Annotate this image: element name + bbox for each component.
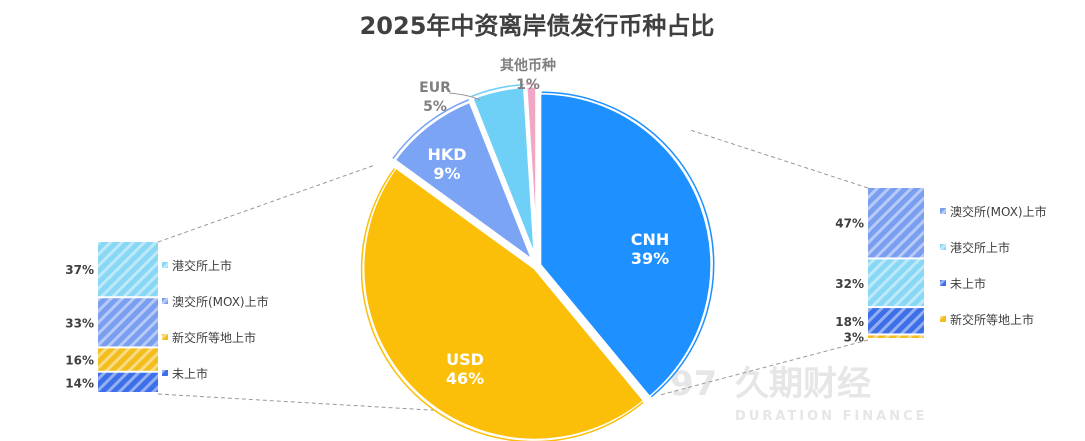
legend-swatch-icon (162, 334, 168, 340)
stack-segment (98, 242, 158, 297)
slice-value: 5% (423, 99, 447, 115)
stack-segment (868, 259, 924, 307)
segment-value: 3% (844, 331, 864, 345)
legend-label: 澳交所(MOX)上市 (172, 294, 269, 309)
legend-label: 澳交所(MOX)上市 (950, 204, 1047, 219)
stack-segment (98, 348, 158, 371)
stack-segment (868, 335, 924, 338)
slice-label: 其他币种 (500, 57, 556, 74)
chart-title: 2025年中资离岸债发行币种占比 (360, 12, 715, 40)
pie-slice-outline (471, 83, 525, 98)
slice-label: USD (446, 350, 484, 369)
pie-slice-outline (392, 99, 470, 160)
pie-slice-CNH (538, 91, 714, 400)
watermark-cn: 久期财经 (735, 364, 871, 404)
legend-label: 港交所上市 (950, 240, 1010, 255)
stack-segment (868, 308, 924, 334)
connector-line (659, 339, 869, 396)
stack-segment (98, 298, 158, 347)
segment-value: 16% (65, 354, 94, 368)
legend-swatch-icon (940, 208, 946, 214)
legend-label: 新交所等地上市 (172, 330, 256, 345)
segment-value: 32% (835, 277, 864, 291)
segment-value: 47% (835, 217, 864, 231)
connector-line (157, 393, 601, 421)
connector-line (157, 164, 376, 243)
legend-label: 未上市 (172, 366, 208, 381)
pie-slice-outline (541, 91, 715, 398)
legend-label: 港交所上市 (172, 258, 232, 273)
legend-label: 未上市 (950, 276, 986, 291)
pie-slice-HKD (392, 99, 537, 266)
legend-swatch-icon (940, 316, 946, 322)
segment-value: 18% (835, 315, 864, 329)
slice-value: 39% (631, 249, 669, 268)
segment-value: 37% (65, 263, 94, 277)
segment-value: 14% (65, 376, 94, 390)
slice-value: 46% (446, 369, 484, 388)
pie-slice-outline (360, 168, 644, 441)
slice-value: 9% (433, 164, 460, 183)
pie-slice-其他币种 (524, 84, 539, 259)
slice-value: 1% (516, 77, 540, 93)
pie-slice-USD (361, 164, 647, 441)
connector-line (689, 129, 869, 189)
legend-label: 新交所等地上市 (950, 312, 1034, 327)
slice-label: EUR (419, 80, 451, 96)
stack-segment (98, 372, 158, 392)
legend-swatch-icon (940, 244, 946, 250)
legend-swatch-icon (162, 298, 168, 304)
watermark: 97 久期财经 DURATION FINANCE (670, 364, 928, 424)
segment-value: 33% (65, 316, 94, 330)
legend-swatch-icon (940, 280, 946, 286)
legend-swatch-icon (162, 262, 168, 268)
slice-label: CNH (631, 230, 670, 249)
legend-swatch-icon (162, 370, 168, 376)
eur-leader-line (448, 92, 481, 101)
pie-slice-EUR (469, 84, 537, 259)
slice-label: HKD (427, 145, 466, 164)
watermark-en: DURATION FINANCE (735, 409, 928, 424)
stack-segment (868, 188, 924, 258)
